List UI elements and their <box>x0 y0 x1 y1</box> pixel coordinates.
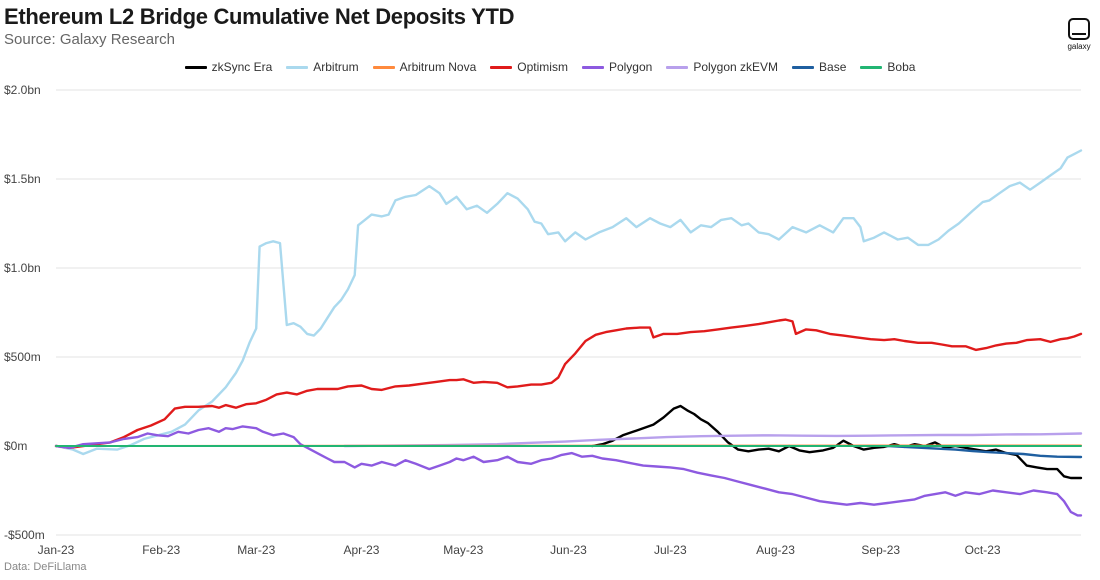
x-tick-label: Aug-23 <box>756 543 795 557</box>
data-source-note: Data: DeFiLlama <box>4 561 87 573</box>
x-tick-label: Sep-23 <box>861 543 900 557</box>
legend-item-arbitrum-nova: Arbitrum Nova <box>372 60 477 74</box>
x-tick-label: May-23 <box>443 543 483 557</box>
legend-item-arbitrum: Arbitrum <box>286 60 359 74</box>
legend-item-boba: Boba <box>860 60 915 74</box>
legend-label: Arbitrum <box>313 60 359 74</box>
legend-label: Polygon <box>608 60 653 74</box>
chart-legend: zkSync Era Arbitrum Arbitrum Nova Optimism P… <box>0 60 1100 74</box>
legend-item-polygon: Polygon <box>581 60 653 74</box>
chart-title: Ethereum L2 Bridge Cumulative Net Deposi… <box>4 4 515 29</box>
x-tick-label: Oct-23 <box>965 543 1001 557</box>
x-tick-label: Mar-23 <box>237 543 275 557</box>
series-line-polygon <box>54 425 1083 517</box>
galaxy-logo-icon <box>1068 18 1090 40</box>
y-tick-label: $1.5bn <box>4 172 41 186</box>
y-tick-label: $500m <box>4 350 41 364</box>
legend-swatch <box>581 65 604 69</box>
legend-label: Polygon zkEVM <box>693 60 779 74</box>
legend-swatch <box>490 65 513 69</box>
legend-swatch <box>184 65 207 69</box>
legend-label: Boba <box>887 60 916 74</box>
legend-item-base: Base <box>792 60 846 74</box>
legend-label: Optimism <box>517 60 568 74</box>
legend-item-polygon-zkevm: Polygon zkEVM <box>666 60 778 74</box>
x-tick-label: Jan-23 <box>38 543 75 557</box>
legend-swatch <box>792 65 815 69</box>
series-line-base <box>886 444 1083 459</box>
legend-label: Base <box>819 60 847 74</box>
legend-item-optimism: Optimism <box>490 60 568 74</box>
legend-item-zksync-era: zkSync Era <box>184 60 273 74</box>
galaxy-logo: galaxy <box>1064 18 1094 51</box>
x-tick-label: Jul-23 <box>654 543 687 557</box>
legend-swatch <box>860 65 883 69</box>
galaxy-logo-text: galaxy <box>1067 42 1091 51</box>
y-tick-label: $0m <box>4 439 27 453</box>
legend-label: Arbitrum Nova <box>399 60 477 74</box>
series-line-optimism <box>54 318 1083 449</box>
chart-subtitle: Source: Galaxy Research <box>4 31 175 48</box>
legend-swatch <box>372 65 395 69</box>
y-tick-label: $1.0bn <box>4 261 41 275</box>
x-tick-label: Apr-23 <box>343 543 379 557</box>
legend-swatch <box>286 65 309 69</box>
legend-swatch <box>666 65 689 69</box>
series-line-polygon-zkevm <box>343 432 1083 448</box>
legend-label: zkSync Era <box>211 60 273 74</box>
y-tick-label: -$500m <box>4 528 45 542</box>
series-line-arbitrum <box>54 149 1083 456</box>
x-tick-label: Feb-23 <box>142 543 180 557</box>
x-tick-label: Jun-23 <box>550 543 587 557</box>
y-tick-label: $2.0bn <box>4 83 41 97</box>
